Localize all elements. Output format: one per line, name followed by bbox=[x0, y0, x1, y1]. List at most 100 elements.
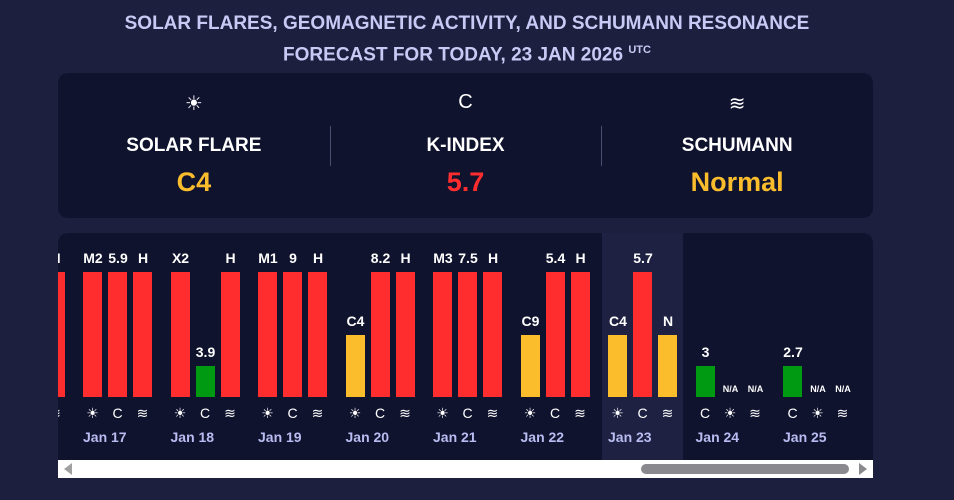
page-title: SOLAR FLARES, GEOMAGNETIC ACTIVITY, AND … bbox=[0, 10, 934, 68]
sun-icon: ☀ bbox=[173, 405, 187, 421]
scrollbar-thumb[interactable] bbox=[641, 464, 849, 474]
sun-icon: ☀ bbox=[261, 405, 274, 421]
waves-icon: ≋ bbox=[58, 405, 65, 422]
horizontal-scrollbar[interactable] bbox=[58, 460, 873, 478]
schumann-bar[interactable] bbox=[658, 334, 677, 397]
kindex-bar[interactable] bbox=[458, 272, 477, 397]
waves-icon: ≋ bbox=[399, 405, 411, 421]
solar-bar[interactable] bbox=[170, 272, 190, 397]
sun-icon: ☀ bbox=[348, 405, 362, 421]
summary-label: SCHUMANN bbox=[681, 135, 793, 156]
bar-value-label: 5.7 bbox=[633, 250, 653, 266]
magnet-icon: C bbox=[462, 405, 473, 421]
bar-value-label: 5.4 bbox=[545, 250, 566, 266]
magnet-icon: C bbox=[458, 91, 473, 113]
bar-value-label: 2.7 bbox=[783, 343, 803, 360]
summary-label: SOLAR FLARE bbox=[126, 135, 262, 156]
waves-icon: ≋ bbox=[728, 93, 746, 115]
solar-bar[interactable] bbox=[345, 334, 365, 397]
solar-bar[interactable] bbox=[520, 334, 540, 397]
kindex-bar[interactable] bbox=[108, 272, 127, 397]
kindex-bar[interactable] bbox=[783, 365, 802, 397]
waves-icon: ≋ bbox=[224, 405, 236, 421]
schumann-bar[interactable] bbox=[220, 272, 240, 397]
waves-icon: ≋ bbox=[661, 405, 674, 421]
date-label: Jan 21 bbox=[433, 429, 477, 445]
bar-value-label: N/A bbox=[747, 384, 764, 394]
bar-value-label: X2 bbox=[171, 250, 190, 266]
bar-value-label: M1 bbox=[258, 250, 278, 266]
kindex-bar[interactable] bbox=[633, 272, 652, 397]
sun-icon: ☀ bbox=[723, 405, 737, 421]
bar-value-label: H bbox=[487, 250, 499, 266]
title-line-1: SOLAR FLARES, GEOMAGNETIC ACTIVITY, AND … bbox=[124, 13, 810, 34]
kindex-bar[interactable] bbox=[695, 365, 715, 397]
summary-k-index: C K-INDEX 5.7 bbox=[329, 73, 602, 218]
schumann-bar[interactable] bbox=[483, 272, 502, 397]
date-label: Jan 19 bbox=[258, 429, 302, 445]
summary-value: Normal bbox=[690, 167, 784, 197]
kindex-bar[interactable] bbox=[195, 365, 215, 397]
bar-value-label: H bbox=[137, 250, 149, 266]
magnet-icon: C bbox=[637, 405, 648, 421]
sun-icon: ☀ bbox=[523, 405, 537, 421]
date-label: Jan 22 bbox=[520, 429, 565, 445]
summary-solar-flare: ☀ SOLAR FLARE C4 bbox=[58, 73, 330, 218]
schumann-bar[interactable] bbox=[133, 272, 152, 397]
kindex-bar[interactable] bbox=[370, 272, 390, 397]
waves-icon: ≋ bbox=[311, 405, 324, 421]
magnet-icon: C bbox=[699, 405, 711, 421]
bar-value-label: 9 bbox=[289, 250, 297, 266]
magnet-icon: C bbox=[199, 405, 211, 421]
schumann-bar[interactable] bbox=[308, 272, 327, 397]
sun-icon: ☀ bbox=[611, 405, 624, 421]
bar-value-label: H bbox=[312, 250, 324, 266]
kindex-bar[interactable] bbox=[545, 272, 565, 397]
bar-value-label: M2 bbox=[83, 250, 103, 266]
waves-icon: ≋ bbox=[486, 405, 499, 421]
waves-icon: ≋ bbox=[574, 405, 586, 421]
schumann-bar[interactable] bbox=[58, 272, 65, 397]
summary-value: 5.7 bbox=[446, 167, 485, 197]
solar-bar[interactable] bbox=[608, 334, 627, 397]
schumann-bar[interactable] bbox=[395, 272, 415, 397]
date-label: Jan 18 bbox=[170, 429, 215, 445]
sun-icon: ☀ bbox=[184, 93, 203, 115]
bar-value-label: 5.9 bbox=[108, 250, 128, 266]
bar-value-label: N bbox=[662, 312, 674, 329]
magnet-icon: C bbox=[287, 405, 298, 421]
bar-value-label: 3.9 bbox=[195, 343, 216, 360]
waves-icon: ≋ bbox=[136, 405, 149, 421]
kindex-bar[interactable] bbox=[283, 272, 302, 397]
solar-bar[interactable] bbox=[433, 272, 452, 397]
bar-value-label: N/A bbox=[810, 384, 826, 394]
bar-value-label: 8.2 bbox=[370, 250, 391, 266]
summary-label: K-INDEX bbox=[426, 135, 505, 156]
date-label: Jan 20 bbox=[345, 429, 390, 445]
bar-value-label: 3 bbox=[701, 343, 710, 360]
bar-value-label: C9 bbox=[521, 312, 540, 329]
bar-value-label: N/A bbox=[722, 384, 739, 394]
title-line-2-wrap: FORECAST FOR TODAY, 23 JAN 2026 UTC bbox=[0, 37, 934, 68]
bar-value-label: H bbox=[58, 250, 76, 266]
magnet-icon: C bbox=[374, 405, 386, 421]
magnet-icon: C bbox=[549, 405, 561, 421]
bar-value-label: C4 bbox=[609, 312, 627, 329]
solar-bar[interactable] bbox=[83, 272, 102, 397]
summary-value: C4 bbox=[176, 167, 212, 197]
bar-value-label: H bbox=[400, 250, 411, 266]
solar-bar[interactable] bbox=[258, 272, 277, 397]
waves-icon: ≋ bbox=[836, 405, 849, 421]
today-summary-card: ☀ SOLAR FLARE C4 C K-INDEX 5.7 ≋ SCHUMAN… bbox=[58, 73, 873, 218]
scroll-right-arrow-icon[interactable] bbox=[859, 463, 867, 475]
schumann-bar[interactable] bbox=[570, 272, 590, 397]
bar-value-label: C4 bbox=[346, 312, 365, 329]
scroll-left-arrow-icon[interactable] bbox=[64, 463, 72, 475]
summary-schumann: ≋ SCHUMANN Normal bbox=[601, 73, 873, 218]
bar-value-label: H bbox=[575, 250, 586, 266]
bar-value-label: M3 bbox=[433, 250, 453, 266]
waves-icon: ≋ bbox=[749, 405, 761, 421]
sun-icon: ☀ bbox=[86, 405, 99, 421]
date-label: Jan 24 bbox=[695, 429, 740, 445]
